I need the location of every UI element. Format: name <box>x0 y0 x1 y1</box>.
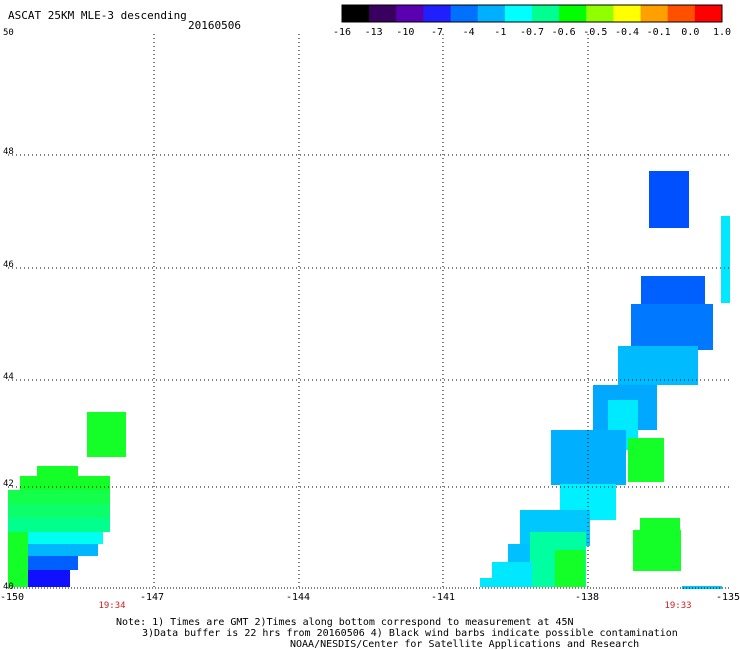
lat-label: 50 <box>3 28 14 38</box>
colorbar <box>341 4 723 23</box>
colorbar-tick-label: -4 <box>462 27 475 38</box>
colorbar-swatch <box>450 5 479 22</box>
data-cell <box>87 412 126 457</box>
colorbar-tick-label: -0.5 <box>583 27 608 38</box>
colorbar-tick-label: -7 <box>430 27 444 38</box>
data-cell <box>8 532 28 587</box>
data-cell <box>8 504 110 518</box>
colorbar-swatch <box>532 5 560 22</box>
data-cell <box>618 346 698 385</box>
data-cell <box>28 532 103 544</box>
colorbar-tick-label: -0.1 <box>646 27 671 38</box>
colorbar-swatch <box>423 5 452 22</box>
data-cell <box>551 430 626 485</box>
colorbar-tick-label: -0.4 <box>614 27 640 38</box>
lat-label: 42 <box>3 479 14 489</box>
colorbar-tick-label: -0.7 <box>519 27 545 38</box>
map-title: ASCAT 25KM MLE-3 descending <box>8 9 187 22</box>
colorbar-swatch <box>667 5 696 22</box>
lat-label: 48 <box>3 147 14 157</box>
colorbar-tick-label: -13 <box>364 27 383 38</box>
data-cell <box>641 276 705 308</box>
lon-label: -147 <box>139 592 165 603</box>
data-cell <box>721 216 730 303</box>
data-cell <box>28 544 98 556</box>
lat-label: 44 <box>3 372 14 382</box>
data-cell <box>649 171 689 228</box>
data-cell <box>20 476 110 490</box>
data-cell <box>28 570 70 587</box>
colorbar-tick-label: 0.0 <box>681 27 700 38</box>
lon-label: -138 <box>574 592 600 603</box>
lon-label: -135 <box>715 592 740 603</box>
lat-label: 46 <box>3 260 14 270</box>
data-cell <box>480 578 500 587</box>
note-line-2: 3)Data buffer is 22 hrs from 20160506 4)… <box>142 628 678 639</box>
grid-lines <box>8 34 730 589</box>
colorbar-swatch <box>477 5 506 22</box>
colorbar-swatch <box>396 5 424 22</box>
note-line-3: NOAA/NESDIS/Center for Satellite Applica… <box>290 639 640 650</box>
data-cell <box>555 550 585 587</box>
map-date: 20160506 <box>188 19 241 32</box>
colorbar-swatch <box>640 5 669 22</box>
colorbar-swatch <box>586 5 614 22</box>
data-cell <box>628 438 664 482</box>
colorbar-tick-label: -10 <box>396 27 415 38</box>
lon-label: -150 <box>0 592 25 603</box>
colorbar-swatch <box>694 5 723 22</box>
colorbar-tick-label: -0.6 <box>551 27 576 38</box>
colorbar-tick-label: -16 <box>332 27 352 38</box>
colorbar-tick-label: 1.0 <box>712 27 732 38</box>
data-swath <box>8 171 730 589</box>
time-label-left: 19:34 <box>98 601 126 611</box>
colorbar-swatch <box>342 5 370 22</box>
colorbar-swatch <box>559 5 587 22</box>
data-cell <box>631 304 713 350</box>
data-cell <box>8 490 110 504</box>
lon-label: -144 <box>285 592 311 603</box>
data-cell <box>8 518 110 532</box>
colorbar-swatch <box>613 5 642 22</box>
lon-label: -141 <box>430 592 456 603</box>
note-line-1: Note: 1) Times are GMT 2)Times along bot… <box>116 617 574 628</box>
lat-label: 40 <box>3 582 14 592</box>
colorbar-swatch <box>504 5 533 22</box>
data-cell <box>633 530 681 571</box>
colorbar-frame <box>341 4 723 23</box>
colorbar-tick-label: -1 <box>494 27 507 38</box>
colorbar-swatch <box>369 5 397 22</box>
time-label-right: 19:33 <box>664 601 692 611</box>
data-cell <box>28 556 78 570</box>
